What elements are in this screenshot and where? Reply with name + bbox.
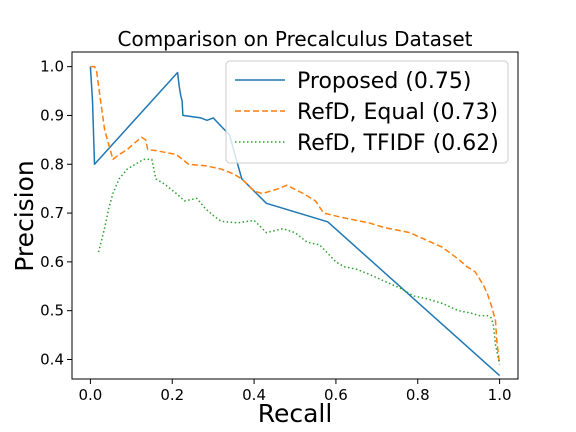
legend-label-2: RefD, Equal (0.73) [297,100,498,125]
plot-frame [71,51,519,380]
x-axis-ticks: 0.0 0.2 0.4 0.6 0.8 1.0 [78,379,512,404]
y-tick-label: 0.7 [40,204,64,222]
y-tick-label: 0.9 [40,106,64,124]
y-tick-label: 0.8 [40,155,64,173]
x-tick-label: 1.0 [488,386,512,404]
x-tick-label: 0.6 [324,386,348,404]
plot-area: 0.0 0.2 0.4 0.6 0.8 1.0 0.4 0.5 0.6 0.7 0.8 0.9 1.0 [40,51,519,404]
y-axis-ticks: 0.4 0.5 0.6 0.7 0.8 0.9 1.0 [40,58,72,368]
x-tick-label: 0.4 [242,386,266,404]
legend-label-3: RefD, TFIDF (0.62) [297,131,499,156]
x-tick-label: 0.8 [406,386,430,404]
series-line-3 [97,158,501,365]
y-tick-label: 0.6 [40,253,64,271]
x-tick-label: 0.0 [78,386,102,404]
y-tick-label: 0.5 [40,302,64,320]
legend-box [225,60,509,164]
y-tick-label: 1.0 [40,58,64,76]
x-tick-label: 0.2 [160,386,184,404]
chart-title: Comparison on Precalculus Dataset [118,27,473,51]
y-tick-label: 0.4 [40,350,64,368]
legend-label-1: Proposed (0.75) [297,69,471,94]
y-axis-label: Precision [10,160,39,272]
x-axis-label: Recall [258,399,333,428]
series-line-2 [90,65,501,365]
series-layer [89,65,501,377]
legend: Proposed (0.75) RefD, Equal (0.73) RefD, T… [225,60,509,164]
